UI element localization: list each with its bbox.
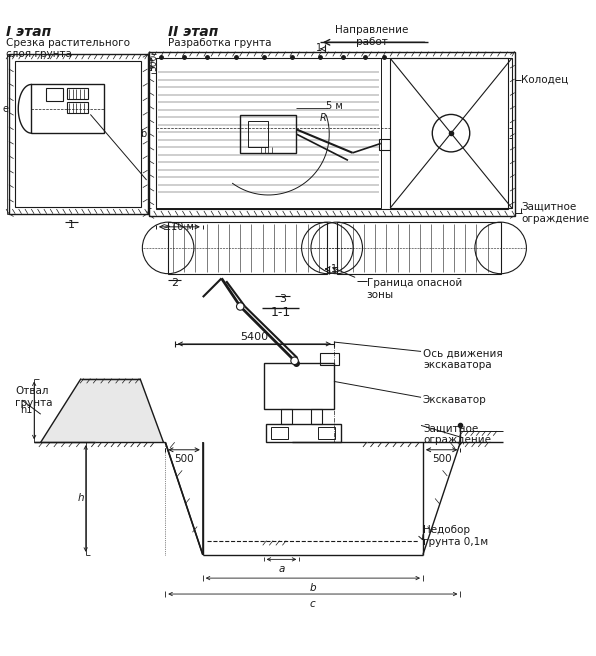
Text: ≥10 м: ≥10 м	[163, 222, 194, 232]
Text: II этап: II этап	[168, 26, 219, 39]
Text: Граница опасной
зоны: Граница опасной зоны	[367, 278, 462, 300]
Text: 500: 500	[432, 453, 451, 464]
Text: R: R	[320, 113, 327, 123]
Text: Разработка грунта: Разработка грунта	[168, 37, 272, 48]
Circle shape	[291, 357, 299, 365]
Text: 5400: 5400	[240, 332, 268, 342]
Text: Защитное
ограждение: Защитное ограждение	[522, 202, 589, 224]
Circle shape	[237, 302, 244, 310]
Text: b: b	[140, 129, 147, 139]
Text: Недобор
грунта 0,1м: Недобор грунта 0,1м	[423, 525, 488, 546]
Text: 1: 1	[316, 43, 322, 53]
Text: Отвал
грунта: Отвал грунта	[15, 386, 53, 407]
Text: Защитное
ограждение: Защитное ограждение	[423, 424, 491, 445]
Text: I этап: I этап	[6, 26, 51, 39]
Text: 2: 2	[171, 278, 178, 289]
Text: 500: 500	[150, 53, 159, 71]
Text: Ось движения
экскаватора: Ось движения экскаватора	[423, 348, 502, 370]
Polygon shape	[41, 379, 163, 442]
Text: 500: 500	[174, 453, 194, 464]
Text: 1-1: 1-1	[271, 306, 291, 319]
Text: h: h	[77, 493, 84, 504]
Text: 5 м: 5 м	[327, 101, 343, 112]
Text: e: e	[2, 104, 8, 113]
Text: 1: 1	[331, 264, 337, 274]
Text: 1: 1	[68, 220, 75, 230]
Text: Срезка растительного
слоя грунта: Срезка растительного слоя грунта	[6, 37, 130, 59]
Text: b: b	[309, 583, 316, 593]
Text: Направление
работ: Направление работ	[335, 26, 408, 47]
Text: Колодец: Колодец	[522, 75, 569, 85]
Text: c: c	[310, 599, 316, 609]
Text: a: a	[278, 564, 285, 574]
Text: 3: 3	[279, 295, 286, 304]
Text: Экскаватор: Экскаватор	[423, 396, 487, 405]
Text: h1: h1	[20, 405, 32, 415]
